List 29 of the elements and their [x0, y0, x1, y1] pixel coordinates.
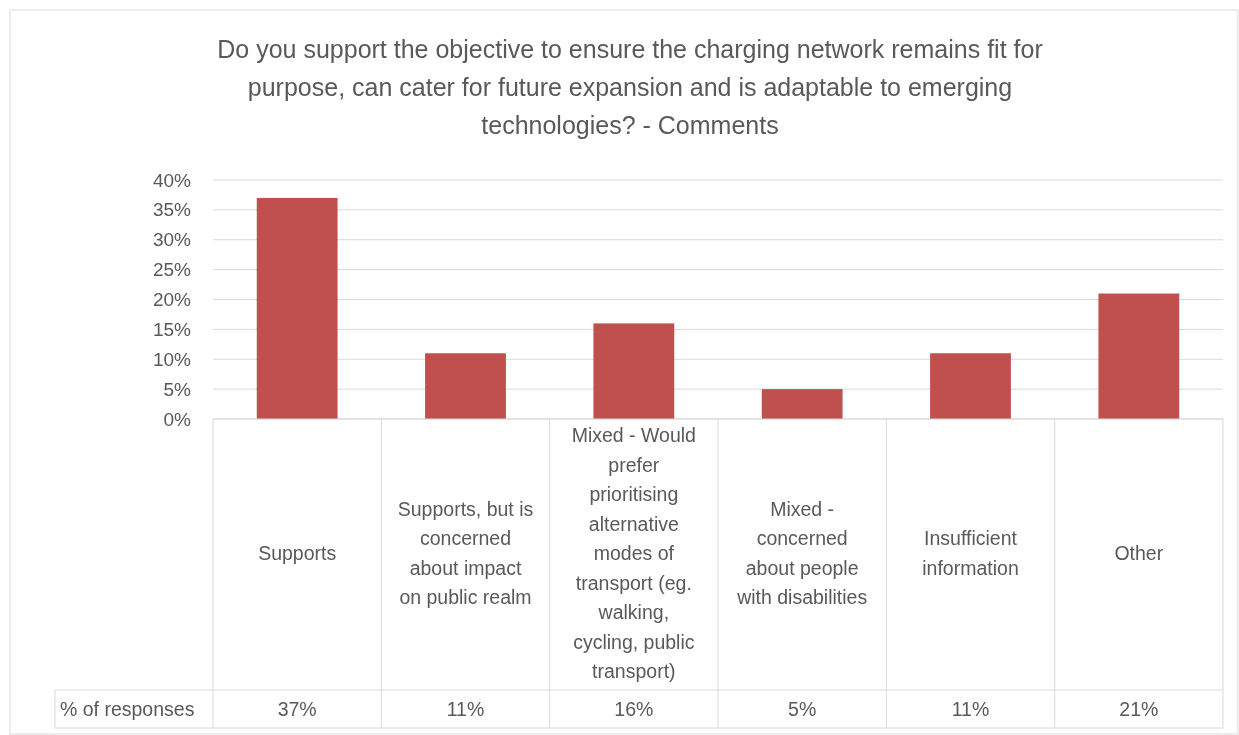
y-tick-label: 25% [152, 259, 192, 281]
y-tick-label: 20% [152, 289, 192, 311]
y-tick-label: 0% [163, 408, 192, 430]
y-tick-label: 15% [152, 318, 192, 340]
bar [930, 353, 1011, 419]
x-tick-label: Mixed - concerned about people with disabilities [736, 497, 868, 609]
chart-title: Do you support the objective to ensure the charging network remains fit for purpose, can cater for future expansion and is adaptable to emerging technologies? - Comments [217, 35, 1043, 139]
bar [256, 197, 338, 419]
y-tick-label: 40% [152, 169, 192, 191]
category-label: Mixed - Would prefer prioritising alternative modes of transport (eg. walking, cycling, public transport) [571, 424, 696, 682]
data-label: 11% [446, 698, 485, 720]
data-label: 11% [951, 698, 990, 720]
data-label: 5% [788, 698, 817, 720]
x-tick-label: Insufficient information [922, 527, 1019, 579]
data-label: 16% [614, 698, 654, 720]
y-tick-label: 10% [152, 348, 192, 370]
data-label: 21% [1119, 698, 1159, 720]
x-tick-label: Other [1114, 542, 1164, 564]
text: % of responses [60, 698, 195, 720]
y-tick-label: 30% [152, 229, 192, 251]
x-tick-label: Supports [258, 542, 337, 564]
bar [1098, 293, 1180, 419]
y-tick-label: 35% [152, 199, 192, 221]
bar [761, 389, 843, 419]
x-tick-label: Supports, but is concerned about impact on public realm [397, 497, 534, 609]
y-tick-label: 5% [163, 378, 192, 400]
bar [425, 353, 506, 419]
data-label: 37% [277, 698, 317, 720]
bar [593, 323, 675, 419]
